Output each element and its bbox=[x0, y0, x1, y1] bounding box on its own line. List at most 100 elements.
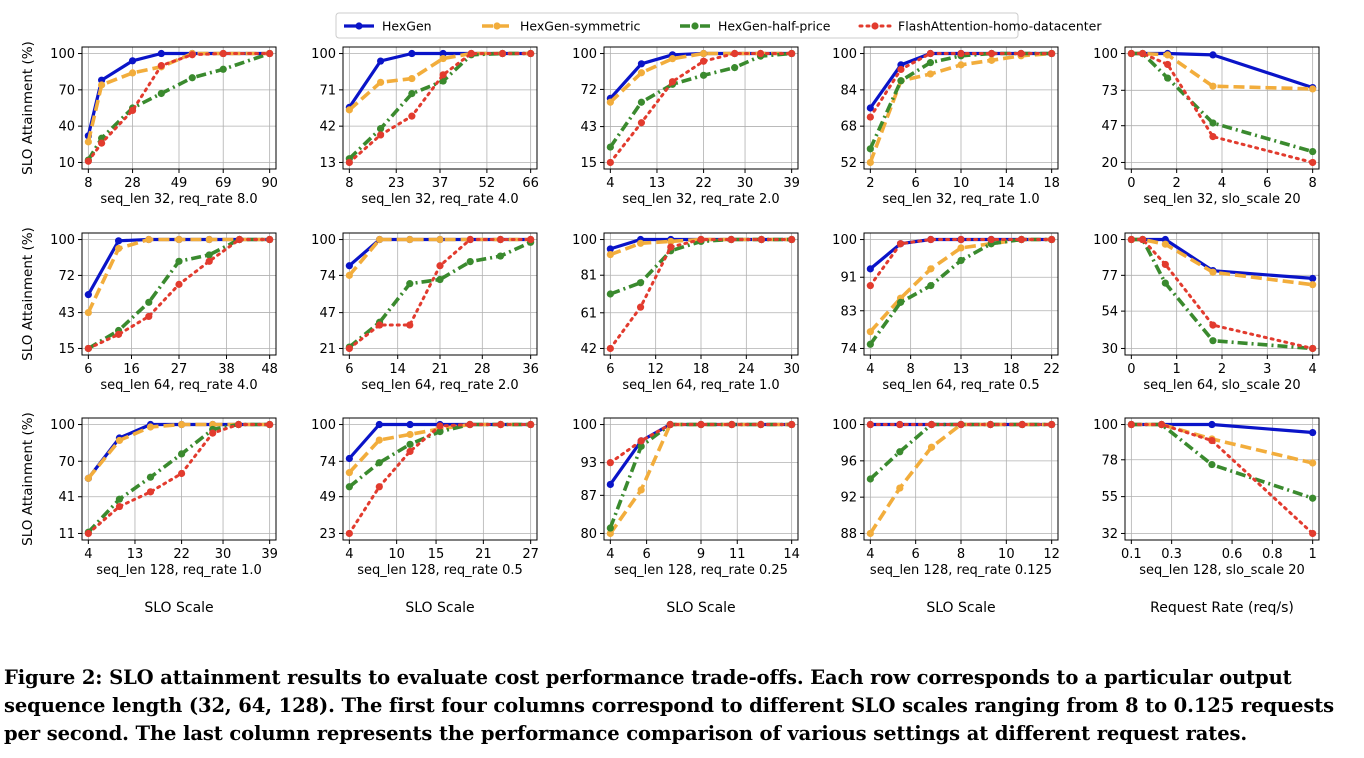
x-tick-label: 8 bbox=[84, 176, 92, 191]
subplot: 0 2 4 6 8 20 47 73 100 seq_len 32, slo_scale 20 bbox=[1093, 46, 1320, 207]
x-tick-label: 10 bbox=[388, 547, 405, 562]
x-tick-label: 0.3 bbox=[1161, 547, 1182, 562]
y-tick-label: 70 bbox=[58, 83, 75, 98]
data-point bbox=[1209, 321, 1217, 329]
x-tick-label: 28 bbox=[124, 176, 141, 191]
data-point bbox=[84, 138, 92, 146]
data-point bbox=[668, 55, 677, 63]
subplot: 8 23 37 52 66 13 42 71 100 seq_len 32, req_rate 4… bbox=[311, 46, 539, 207]
x-tick-label: 0 bbox=[1127, 362, 1135, 377]
subplot: 4 10 15 21 27 23 49 74 100 seq_len 128, req_rate … bbox=[311, 417, 539, 578]
subplot: 6 14 21 28 36 21 47 74 100 seq_len 64, req_rate 2… bbox=[311, 232, 539, 393]
y-tick-label: 78 bbox=[1101, 453, 1118, 468]
legend-marker bbox=[493, 22, 501, 30]
y-tick-label: 83 bbox=[840, 304, 857, 319]
data-point bbox=[896, 448, 904, 456]
data-point bbox=[497, 420, 505, 429]
data-point bbox=[145, 235, 153, 244]
y-tick-label: 10 bbox=[58, 156, 75, 171]
data-point bbox=[1209, 132, 1217, 141]
subplot-title: seq_len 32, req_rate 2.0 bbox=[622, 192, 779, 207]
subplot-title: seq_len 64, req_rate 0.5 bbox=[882, 378, 1039, 393]
data-point bbox=[266, 420, 274, 429]
x-tick-label: 37 bbox=[432, 176, 449, 191]
data-point bbox=[1017, 49, 1025, 58]
x-tick-label: 30 bbox=[215, 547, 232, 562]
x-tick-label: 14 bbox=[783, 547, 800, 562]
series-line bbox=[1129, 423, 1315, 535]
subplot: 8 28 49 69 90 10 40 70 100 seq_len 32, req_rate 8… bbox=[50, 46, 278, 207]
y-tick-label: 74 bbox=[319, 269, 336, 284]
y-tick-label: 87 bbox=[580, 489, 597, 504]
y-tick-label: 74 bbox=[319, 455, 336, 470]
x-tick-label: 1 bbox=[1173, 362, 1181, 377]
x-tick-label: 6 bbox=[84, 362, 92, 377]
x-tick-label: 6 bbox=[912, 547, 920, 562]
data-point bbox=[606, 344, 614, 353]
x-tick-label: 27 bbox=[522, 547, 539, 562]
data-point bbox=[667, 243, 675, 251]
x-tick-label: 6 bbox=[642, 547, 650, 562]
data-point bbox=[986, 420, 995, 429]
data-point bbox=[731, 49, 739, 58]
data-point bbox=[637, 442, 645, 450]
data-point bbox=[957, 256, 965, 265]
data-point bbox=[957, 49, 965, 58]
legend-frame bbox=[335, 12, 1019, 39]
data-point bbox=[897, 77, 905, 85]
data-point bbox=[1139, 235, 1147, 244]
x-tick-label: 4 bbox=[606, 176, 614, 191]
series bbox=[866, 420, 1056, 429]
x-tick-label: 22 bbox=[1043, 362, 1060, 377]
x-tick-label: 15 bbox=[428, 547, 445, 562]
data-point bbox=[115, 502, 124, 511]
data-point bbox=[84, 308, 92, 317]
x-tick-label: 0 bbox=[1127, 176, 1135, 191]
data-point bbox=[1017, 235, 1026, 244]
y-tick-label: 21 bbox=[319, 342, 336, 357]
y-tick-label: 100 bbox=[832, 418, 857, 433]
data-point bbox=[377, 125, 385, 133]
subplot-title: seq_len 64, req_rate 1.0 bbox=[622, 378, 779, 393]
y-tick-label: 43 bbox=[58, 306, 75, 321]
data-point bbox=[606, 480, 614, 489]
column-x-label: SLO Scale bbox=[405, 600, 474, 616]
x-tick-label: 13 bbox=[953, 362, 970, 377]
data-point bbox=[1018, 420, 1026, 429]
data-point bbox=[606, 459, 614, 467]
data-point bbox=[436, 262, 444, 270]
data-point bbox=[606, 158, 614, 167]
data-point bbox=[219, 49, 227, 58]
data-point bbox=[957, 420, 965, 429]
x-tick-label: 4 bbox=[866, 547, 874, 562]
y-tick-label: 93 bbox=[580, 456, 597, 471]
data-point bbox=[987, 56, 996, 64]
data-point bbox=[345, 529, 353, 538]
subplot: 4 6 8 10 12 88 92 96 100 seq_len 128, req_rate 0.… bbox=[832, 417, 1060, 578]
x-tick-label: 10 bbox=[953, 176, 970, 191]
data-point bbox=[114, 244, 123, 253]
data-point bbox=[406, 430, 414, 439]
data-point bbox=[897, 65, 905, 74]
data-point bbox=[406, 280, 414, 288]
data-point bbox=[606, 250, 614, 259]
subplot-title: seq_len 128, slo_scale 20 bbox=[1139, 563, 1305, 578]
y-tick-label: 55 bbox=[1101, 490, 1118, 505]
data-point bbox=[466, 257, 474, 266]
y-tick-label: 91 bbox=[840, 271, 857, 286]
x-tick-label: 8 bbox=[345, 176, 353, 191]
data-point bbox=[1157, 420, 1166, 429]
x-tick-label: 13 bbox=[649, 176, 666, 191]
x-tick-label: 4 bbox=[866, 362, 874, 377]
x-tick-label: 48 bbox=[261, 362, 278, 377]
data-point bbox=[527, 420, 535, 429]
x-tick-label: 4 bbox=[345, 547, 353, 562]
data-point bbox=[408, 90, 416, 98]
data-point bbox=[439, 49, 447, 58]
data-point bbox=[1164, 74, 1172, 82]
data-point bbox=[188, 74, 196, 82]
data-point bbox=[375, 321, 384, 329]
data-point bbox=[697, 420, 705, 429]
data-point bbox=[1139, 49, 1147, 58]
data-point bbox=[606, 529, 614, 538]
